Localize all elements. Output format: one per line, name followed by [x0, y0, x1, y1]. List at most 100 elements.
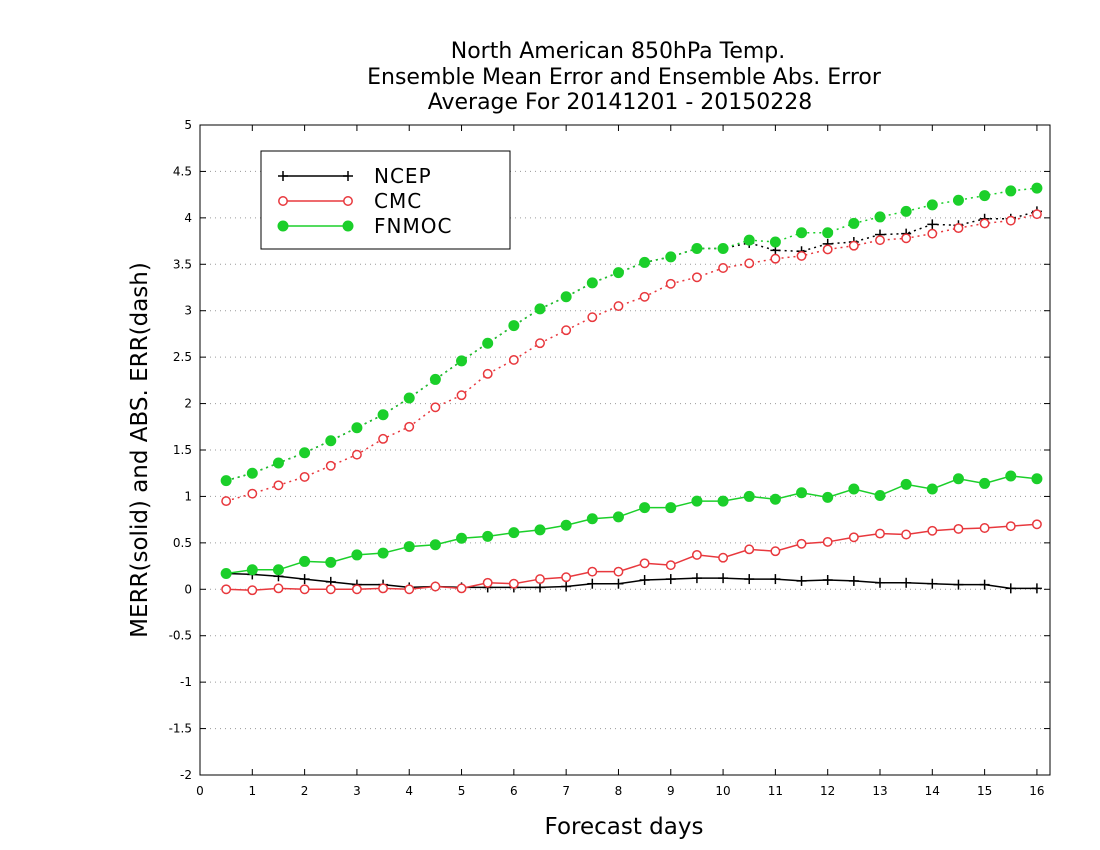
series-cmc-merr-point — [639, 558, 650, 569]
series-ncep-merr-point — [718, 573, 729, 584]
series-cmc-abs-err-point — [482, 368, 493, 379]
series-cmc-abs-err-point — [430, 402, 441, 413]
x-tick-label: 5 — [458, 784, 466, 798]
series-cmc-abs-err-point — [247, 488, 258, 499]
series-fnmoc-merr-point — [1031, 473, 1043, 485]
x-tick-label: 11 — [768, 784, 783, 798]
series-fnmoc-merr-point — [325, 556, 337, 568]
series-fnmoc-merr-point — [508, 527, 520, 539]
series-cmc-merr-point — [273, 583, 284, 594]
series-cmc-merr-point — [613, 566, 624, 577]
legend-marker — [277, 220, 289, 232]
series-ncep-merr-line — [226, 572, 1037, 590]
series-fnmoc-merr-point — [952, 473, 964, 485]
series-fnmoc-merr-point — [691, 495, 703, 507]
y-tick-label: 0 — [184, 582, 192, 596]
legend-label: FNMOC — [374, 214, 452, 238]
series-fnmoc-abs-err-point — [717, 243, 729, 254]
series-ncep-merr-point — [901, 577, 912, 588]
series-fnmoc-merr-point — [848, 483, 860, 495]
series-cmc-merr-point — [482, 577, 493, 588]
series-cmc-merr-point — [665, 560, 676, 571]
plot-frame — [199, 124, 1051, 776]
series-fnmoc-abs-err-point — [796, 227, 808, 239]
series-fnmoc-abs-err-point — [560, 291, 572, 303]
series-cmc-merr-point — [430, 581, 441, 592]
series-fnmoc-merr-point — [874, 490, 886, 501]
y-tick-label: 4 — [184, 211, 192, 225]
series-cmc-abs-err-point — [639, 291, 650, 302]
y-axis-label: MERR(solid) and ABS. ERR(dash) — [127, 262, 153, 638]
series-fnmoc-abs-err-point — [900, 205, 912, 217]
series-cmc-abs-err-point — [221, 496, 232, 507]
series-cmc-abs-err-point — [848, 240, 859, 251]
y-tick-label: 2 — [184, 397, 192, 411]
series-fnmoc-merr-point — [482, 530, 494, 542]
series-fnmoc-merr-point — [560, 519, 572, 531]
series-cmc-merr-point — [901, 529, 912, 540]
series-cmc-abs-err-point — [325, 460, 336, 471]
series-fnmoc-abs-err-point — [848, 217, 860, 229]
series-ncep-merr-point — [299, 574, 310, 585]
series-ncep — [221, 206, 1042, 594]
series-cmc-merr-point — [927, 525, 938, 536]
series-cmc-merr-point — [848, 532, 859, 543]
series-cmc-merr-point — [456, 583, 467, 594]
series-fnmoc-abs-err-point — [272, 457, 284, 469]
series-fnmoc-merr-point — [429, 539, 441, 551]
series-fnmoc-abs-err-point — [246, 467, 258, 479]
series-cmc-merr-point — [299, 584, 310, 595]
series-cmc-merr-point — [953, 523, 964, 534]
x-tick-label: 1 — [248, 784, 256, 798]
chart-title-line-3: Average For 20141201 - 20150228 — [428, 90, 813, 115]
series-fnmoc-abs-err-point — [1031, 182, 1043, 194]
series-layer — [220, 182, 1043, 596]
series-cmc-merr-point — [718, 552, 729, 563]
series-cmc-merr-point — [822, 536, 833, 547]
series-cmc-merr-point — [508, 578, 519, 589]
series-fnmoc-abs-err-point — [429, 373, 441, 385]
series-ncep-merr-point — [561, 581, 572, 592]
series-fnmoc-abs-err-point — [586, 277, 598, 289]
legend-item-fnmoc: FNMOC — [277, 214, 452, 238]
x-tick-label: 7 — [562, 784, 570, 798]
series-fnmoc-abs-err-point — [691, 243, 703, 254]
series-fnmoc-merr-point — [926, 483, 938, 495]
series-cmc-abs-err-point — [1031, 209, 1042, 220]
series-fnmoc-abs-err-point — [926, 199, 938, 211]
series-fnmoc-abs-err-point — [508, 320, 520, 332]
series-ncep-merr-point — [848, 575, 859, 586]
x-tick-label: 8 — [615, 784, 623, 798]
y-tick-label: 1.5 — [173, 443, 192, 457]
series-cmc-abs-err-point — [744, 258, 755, 269]
legend-label: CMC — [374, 189, 422, 213]
series-cmc-abs-err-point — [456, 390, 467, 401]
series-ncep-merr-point — [796, 575, 807, 586]
series-fnmoc-merr-point — [246, 564, 258, 576]
chart-title-line-2: Ensemble Mean Error and Ensemble Abs. Er… — [367, 65, 882, 90]
grid — [200, 170, 1050, 730]
series-cmc-abs-err-point — [718, 263, 729, 273]
y-tick-label: -2 — [180, 768, 192, 782]
series-fnmoc-abs-err-point — [822, 227, 834, 239]
series-cmc-abs-err-point — [613, 301, 624, 312]
series-cmc-abs-err-point — [953, 223, 964, 234]
legend-marker — [278, 171, 288, 181]
x-tick-label: 10 — [715, 784, 730, 798]
x-tick-label: 6 — [510, 784, 518, 798]
legend-marker — [342, 220, 354, 232]
series-cmc-merr-point — [247, 585, 258, 596]
series-cmc-abs-err-point — [535, 338, 545, 349]
series-fnmoc-abs-err-point — [743, 234, 755, 246]
series-cmc-abs-err-point — [927, 228, 938, 239]
x-tick-label: 2 — [301, 784, 309, 798]
series-cmc-merr-point — [351, 584, 362, 595]
series-fnmoc-merr-point — [1005, 470, 1017, 482]
series-cmc-abs-err-point — [273, 480, 284, 491]
series-cmc-abs-err-point — [665, 278, 676, 289]
series-ncep-merr-point — [927, 578, 938, 589]
y-tick-label: 3.5 — [173, 257, 192, 271]
y-tick-label: 4.5 — [173, 164, 192, 178]
series-fnmoc-merr-point — [900, 478, 912, 490]
series-fnmoc-merr-point — [639, 502, 651, 514]
